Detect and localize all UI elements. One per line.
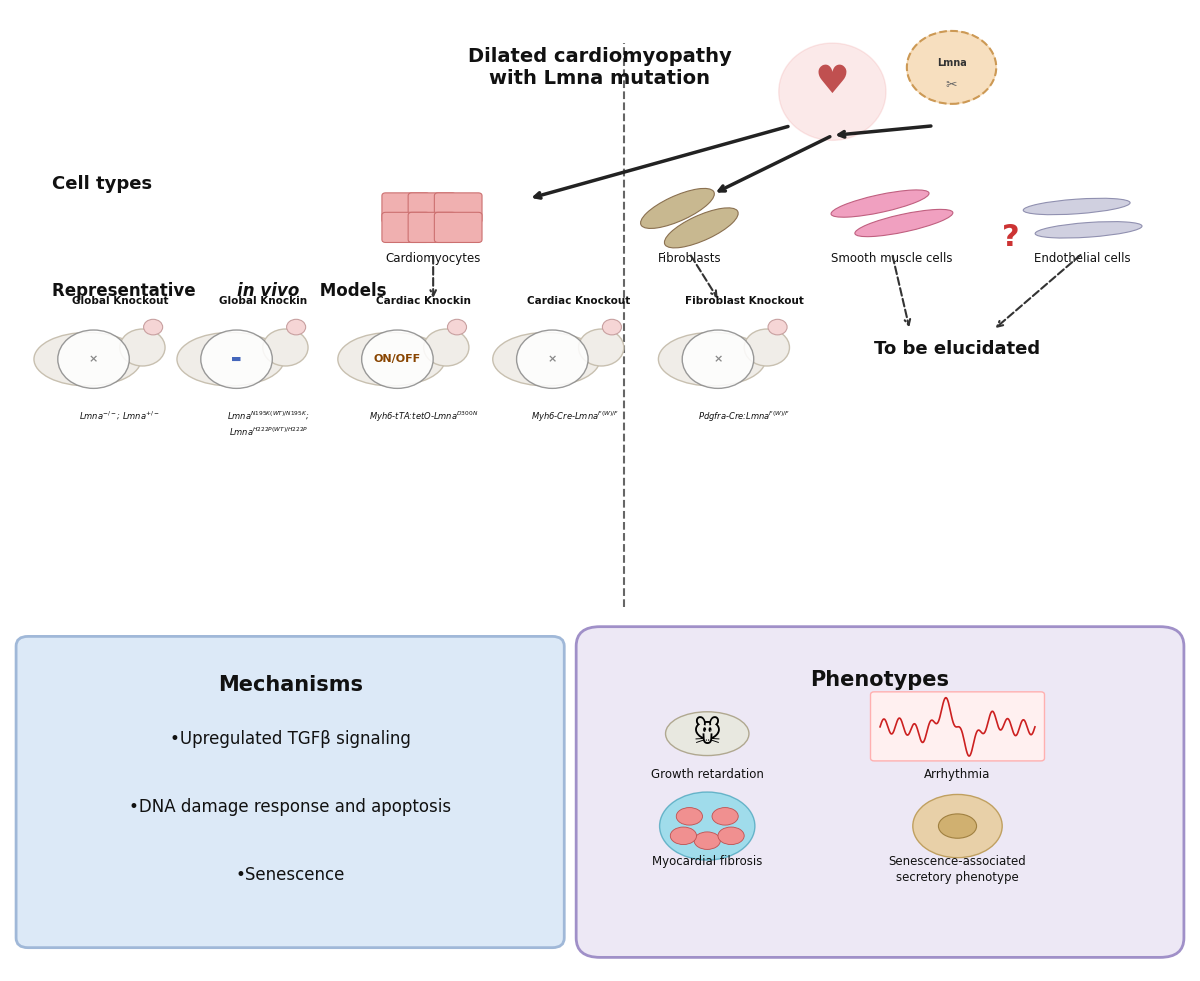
Ellipse shape <box>677 807 702 825</box>
FancyBboxPatch shape <box>16 637 564 948</box>
Text: •DNA damage response and apoptosis: •DNA damage response and apoptosis <box>130 798 451 815</box>
Text: Representative: Representative <box>52 283 202 300</box>
Text: Phenotypes: Phenotypes <box>810 670 949 691</box>
Ellipse shape <box>263 329 308 366</box>
Ellipse shape <box>938 814 977 838</box>
Text: Global Knockout: Global Knockout <box>72 295 168 306</box>
Ellipse shape <box>832 190 929 217</box>
Text: Fibroblasts: Fibroblasts <box>658 252 721 265</box>
Ellipse shape <box>1036 222 1142 238</box>
Text: Cardiac Knockout: Cardiac Knockout <box>527 295 630 306</box>
Ellipse shape <box>744 329 790 366</box>
Text: Cardiomyocytes: Cardiomyocytes <box>385 252 481 265</box>
Text: To be elucidated: To be elucidated <box>875 340 1040 358</box>
FancyBboxPatch shape <box>382 212 430 242</box>
Text: Fibroblast Knockout: Fibroblast Knockout <box>685 295 804 306</box>
Ellipse shape <box>768 319 787 335</box>
Ellipse shape <box>779 43 886 140</box>
Text: •Senescence: •Senescence <box>235 865 344 884</box>
Ellipse shape <box>665 208 738 248</box>
Ellipse shape <box>34 333 142 386</box>
Text: ♥: ♥ <box>815 63 850 101</box>
Text: ▬: ▬ <box>232 354 241 364</box>
Text: Global Knockin: Global Knockin <box>218 295 307 306</box>
Ellipse shape <box>176 333 284 386</box>
Text: Mechanisms: Mechanisms <box>217 675 362 695</box>
Ellipse shape <box>659 333 766 386</box>
Ellipse shape <box>712 807 738 825</box>
Ellipse shape <box>602 319 622 335</box>
Ellipse shape <box>854 209 953 236</box>
Text: 🐭: 🐭 <box>692 720 721 748</box>
Ellipse shape <box>913 795 1002 857</box>
Ellipse shape <box>287 319 306 335</box>
Text: ×: × <box>713 354 722 364</box>
Text: Smooth muscle cells: Smooth muscle cells <box>832 252 953 265</box>
FancyBboxPatch shape <box>576 627 1184 957</box>
Text: Lmna: Lmna <box>937 58 966 68</box>
Text: ?: ? <box>1002 223 1020 252</box>
Text: Cell types: Cell types <box>52 176 152 193</box>
Text: Cardiac Knockin: Cardiac Knockin <box>376 295 472 306</box>
FancyBboxPatch shape <box>434 193 482 223</box>
Text: Lmna$^{N195K(WT)/N195K}$;
Lmna$^{H222P(WT)/H222P}$: Lmna$^{N195K(WT)/N195K}$; Lmna$^{H222P(W… <box>228 410 310 439</box>
Ellipse shape <box>516 330 588 388</box>
Ellipse shape <box>660 792 755 860</box>
Text: Endothelial cells: Endothelial cells <box>1034 252 1130 265</box>
Ellipse shape <box>683 330 754 388</box>
Text: ×: × <box>547 354 557 364</box>
FancyBboxPatch shape <box>408 212 456 242</box>
Text: Dilated cardiomyopathy
with Lmna mutation: Dilated cardiomyopathy with Lmna mutatio… <box>468 47 732 88</box>
Text: in vivo: in vivo <box>236 283 299 300</box>
Text: ×: × <box>89 354 98 364</box>
Ellipse shape <box>694 832 720 850</box>
Text: ON/OFF: ON/OFF <box>374 354 421 364</box>
FancyBboxPatch shape <box>870 692 1044 761</box>
Ellipse shape <box>424 329 469 366</box>
Ellipse shape <box>493 333 600 386</box>
Text: Lmna$^{-/-}$; Lmna$^{+/-}$: Lmna$^{-/-}$; Lmna$^{+/-}$ <box>79 410 160 422</box>
Ellipse shape <box>718 827 744 845</box>
Ellipse shape <box>641 188 714 229</box>
Ellipse shape <box>907 31 996 104</box>
Ellipse shape <box>58 330 130 388</box>
FancyBboxPatch shape <box>434 212 482 242</box>
Ellipse shape <box>120 329 166 366</box>
Ellipse shape <box>144 319 163 335</box>
Ellipse shape <box>671 827 696 845</box>
Text: Myh6-tTA:tetO-Lmna$^{D300N}$: Myh6-tTA:tetO-Lmna$^{D300N}$ <box>368 410 479 424</box>
FancyBboxPatch shape <box>382 193 430 223</box>
FancyBboxPatch shape <box>408 193 456 223</box>
Text: Senescence-associated
secretory phenotype: Senescence-associated secretory phenotyp… <box>889 855 1026 884</box>
Ellipse shape <box>448 319 467 335</box>
Text: Models: Models <box>314 283 386 300</box>
Ellipse shape <box>666 712 749 755</box>
Ellipse shape <box>338 333 445 386</box>
Ellipse shape <box>1024 198 1130 215</box>
Text: Myh6-Cre-Lmna$^{F(W)/F}$: Myh6-Cre-Lmna$^{F(W)/F}$ <box>532 410 619 424</box>
Ellipse shape <box>361 330 433 388</box>
Text: Myocardial fibrosis: Myocardial fibrosis <box>652 855 762 868</box>
Ellipse shape <box>578 329 624 366</box>
Ellipse shape <box>200 330 272 388</box>
Text: Arrhythmia: Arrhythmia <box>924 768 991 781</box>
Text: Pdgfra-Cre:Lmna$^{F(W)/F}$: Pdgfra-Cre:Lmna$^{F(W)/F}$ <box>698 410 791 424</box>
Text: Growth retardation: Growth retardation <box>650 768 763 781</box>
Text: ✂: ✂ <box>946 77 958 92</box>
Text: •Upregulated TGFβ signaling: •Upregulated TGFβ signaling <box>169 730 410 748</box>
